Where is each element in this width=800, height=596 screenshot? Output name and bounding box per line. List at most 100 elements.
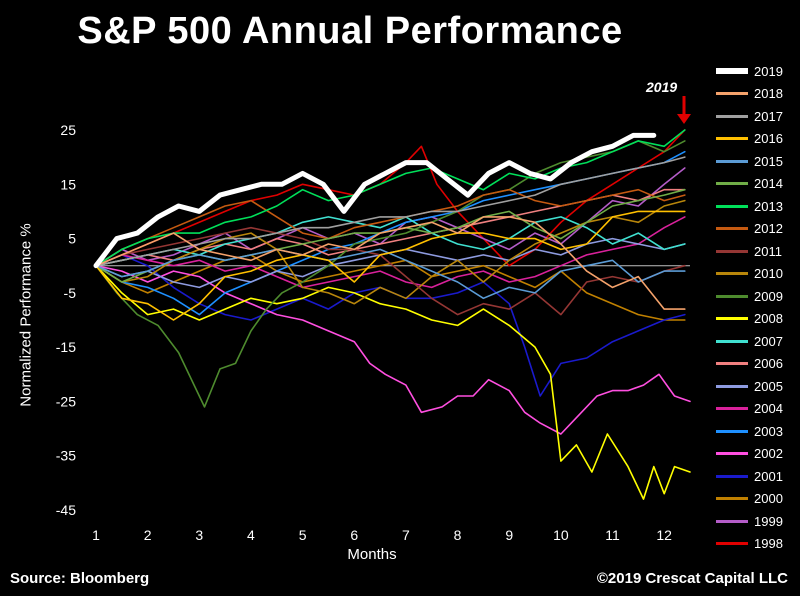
series-line-2012 — [95, 188, 686, 267]
legend-label: 2005 — [754, 378, 783, 394]
legend-label: 2014 — [754, 176, 783, 192]
legend-item-2018: 2018 — [716, 83, 800, 106]
x-tick-label: 4 — [247, 527, 255, 543]
legend-swatch — [716, 92, 748, 96]
series-line-2004 — [95, 216, 686, 289]
legend-label: 2008 — [754, 311, 783, 327]
annotation-2019: 2019 — [646, 79, 678, 95]
legend-item-2014: 2014 — [716, 173, 800, 196]
series-line-2016 — [95, 210, 686, 321]
series-line-2018 — [95, 216, 686, 310]
legend-item-2005: 2005 — [716, 375, 800, 398]
legend-swatch — [716, 362, 748, 366]
series-line-2007 — [95, 216, 686, 267]
legend-label: 1999 — [754, 513, 783, 529]
legend-label: 2012 — [754, 221, 783, 237]
legend-swatch — [716, 542, 748, 546]
x-tick-label: 6 — [350, 527, 358, 543]
legend-label: 2017 — [754, 108, 783, 124]
legend-item-2011: 2011 — [716, 240, 800, 263]
x-tick-label: 10 — [553, 527, 569, 543]
credit-note: ©2019 Crescat Capital LLC — [596, 570, 788, 587]
series-line-2017 — [95, 156, 686, 267]
legend-item-2009: 2009 — [716, 285, 800, 308]
legend-label: 2002 — [754, 446, 783, 462]
y-tick-label: -25 — [56, 393, 76, 409]
legend-label: 2007 — [754, 333, 783, 349]
legend-swatch — [716, 204, 748, 208]
legend-label: 2003 — [754, 423, 783, 439]
legend-swatch — [716, 249, 748, 253]
legend-swatch — [716, 159, 748, 163]
legend-swatch — [716, 339, 748, 343]
legend-label: 2019 — [754, 63, 783, 79]
y-axis-label: Normalized Performance % — [17, 223, 35, 407]
legend-label: 2009 — [754, 288, 783, 304]
legend-item-2007: 2007 — [716, 330, 800, 353]
legend-label: 2011 — [754, 243, 782, 259]
legend-label: 1998 — [754, 536, 783, 552]
legend-swatch — [716, 294, 748, 298]
legend: 2019 2018 2017 2016 2015 2014 2013 2012 2011 2010… — [716, 60, 800, 555]
series-line-2000 — [95, 254, 686, 321]
legend-label: 2015 — [754, 153, 783, 169]
legend-item-2002: 2002 — [716, 443, 800, 466]
source-note: Source: Bloomberg — [10, 570, 150, 587]
legend-label: 2004 — [754, 401, 783, 417]
legend-item-2010: 2010 — [716, 263, 800, 286]
x-tick-label: 3 — [195, 527, 203, 543]
legend-item-2000: 2000 — [716, 488, 800, 511]
series-line-2011 — [95, 226, 686, 316]
legend-swatch — [716, 384, 748, 388]
legend-swatch — [716, 68, 748, 75]
legend-swatch — [716, 182, 748, 186]
x-tick-label: 11 — [605, 527, 620, 543]
legend-item-1998: 1998 — [716, 533, 800, 556]
legend-item-1999: 1999 — [716, 510, 800, 533]
legend-item-2012: 2012 — [716, 218, 800, 241]
legend-swatch — [716, 272, 748, 276]
legend-label: 2018 — [754, 86, 783, 102]
y-tick-label: 25 — [60, 122, 76, 138]
y-tick-label: -35 — [56, 448, 76, 464]
y-tick-label: 15 — [60, 176, 76, 192]
series-line-2008 — [95, 264, 691, 500]
y-tick-label: 5 — [68, 231, 76, 247]
series-line-2015 — [95, 248, 686, 300]
chart-title: S&P 500 Annual Performance — [77, 10, 623, 52]
x-tick-label: 1 — [92, 527, 100, 543]
series-line-2019 — [93, 132, 657, 269]
x-axis-label: Months — [347, 546, 397, 563]
x-tick-label: 12 — [656, 527, 672, 543]
legend-swatch — [716, 452, 748, 456]
legend-item-2004: 2004 — [716, 398, 800, 421]
legend-swatch — [716, 497, 748, 501]
y-tick-label: -45 — [56, 502, 76, 518]
x-tick-label: 2 — [144, 527, 152, 543]
legend-item-2015: 2015 — [716, 150, 800, 173]
legend-item-2017: 2017 — [716, 105, 800, 128]
series-line-2010 — [95, 199, 686, 305]
x-tick-label: 9 — [505, 527, 513, 543]
legend-item-2003: 2003 — [716, 420, 800, 443]
legend-label: 2001 — [754, 468, 783, 484]
legend-swatch — [716, 407, 748, 411]
legend-item-2013: 2013 — [716, 195, 800, 218]
x-tick-label: 7 — [402, 527, 410, 543]
legend-item-2008: 2008 — [716, 308, 800, 331]
legend-label: 2010 — [754, 266, 783, 282]
y-tick-label: -15 — [56, 339, 76, 355]
legend-swatch — [716, 429, 748, 433]
legend-label: 2013 — [754, 198, 783, 214]
legend-swatch — [716, 137, 748, 141]
legend-label: 2016 — [754, 131, 783, 147]
annotation-arrow-head — [677, 114, 691, 124]
series-line-2013 — [95, 129, 686, 267]
x-tick-label: 5 — [299, 527, 307, 543]
legend-item-2001: 2001 — [716, 465, 800, 488]
legend-item-2016: 2016 — [716, 128, 800, 151]
legend-swatch — [716, 519, 748, 523]
legend-swatch — [716, 114, 748, 118]
legend-item-2006: 2006 — [716, 353, 800, 376]
